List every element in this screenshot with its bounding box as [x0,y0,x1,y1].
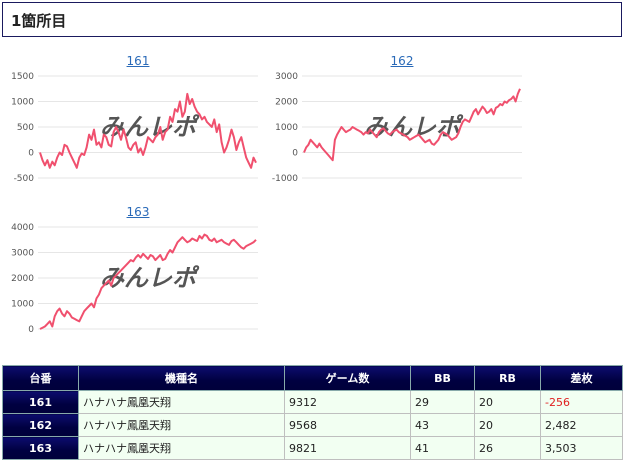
y-tick-label: 500 [17,123,34,133]
bb-count: 29 [410,390,475,414]
machine-number: 161 [2,390,79,414]
y-tick-label: 0 [28,325,34,335]
y-tick-label: 1500 [11,72,34,82]
rb-count: 26 [474,436,541,460]
y-tick-label: 1000 [11,98,34,108]
chart-title-link[interactable]: 161 [126,54,150,68]
chart-title-link[interactable]: 163 [126,205,150,219]
y-tick-label: 2000 [275,98,298,108]
coin-difference: 2,482 [540,413,623,437]
table-row: 161 ハナハナ鳳凰天翔 9312 29 20 -256 [2,390,623,414]
rb-count: 20 [474,413,541,437]
column-header-rb: RB [474,365,541,391]
column-header-diff: 差枚 [540,365,623,391]
y-tick-label: 0 [292,149,298,159]
series-line [303,88,521,162]
y-tick-label: -1000 [272,174,298,184]
y-tick-label: 3000 [11,249,34,259]
section-header: 1箇所目 [2,2,622,37]
y-tick-label: 4000 [11,223,34,233]
machine-number: 163 [2,436,79,460]
machine-number: 162 [2,413,79,437]
line-chart-svg: 0 1000 2000 3000 4000 みんレポ [11,223,258,335]
chart-161: 161 -500 0 500 1000 1500 みんレポ [8,54,268,204]
table-header-row: 台番 機種名 ゲーム数 BB RB 差枚 [2,365,623,391]
chart-title-link[interactable]: 162 [390,54,414,68]
y-tick-label: 3000 [275,72,298,82]
coin-difference: 3,503 [540,436,623,460]
watermark-logo: みんレポ [100,264,200,292]
bb-count: 43 [410,413,475,437]
column-header-model: 機種名 [78,365,285,391]
chart-162: 162 -1000 0 1000 2000 3000 みんレポ [272,54,532,204]
machine-model: ハナハナ鳳凰天翔 [78,413,285,437]
table-row: 162 ハナハナ鳳凰天翔 9568 43 20 2,482 [2,413,623,437]
y-tick-label: 1000 [11,300,34,310]
series-line [39,92,257,169]
table-row: 163 ハナハナ鳳凰天翔 9821 41 26 3,503 [2,436,623,460]
coin-difference: -256 [540,390,623,414]
y-tick-label: 0 [28,149,34,159]
y-tick-label: 1000 [275,123,298,133]
series-line [39,233,257,330]
column-header-number: 台番 [2,365,79,391]
y-tick-label: -500 [14,174,35,184]
column-header-games: ゲーム数 [284,365,411,391]
machine-table: 台番 機種名 ゲーム数 BB RB 差枚 161 ハナハナ鳳凰天翔 9312 2… [2,365,623,460]
machine-model: ハナハナ鳳凰天翔 [78,390,285,414]
game-count: 9312 [284,390,411,414]
game-count: 9568 [284,413,411,437]
chart-163: 163 0 1000 2000 3000 4000 みんレポ [8,205,268,355]
column-header-bb: BB [410,365,475,391]
machine-model: ハナハナ鳳凰天翔 [78,436,285,460]
rb-count: 20 [474,390,541,414]
bb-count: 41 [410,436,475,460]
game-count: 9821 [284,436,411,460]
y-tick-label: 2000 [11,274,34,284]
section-title: 1箇所目 [11,12,67,30]
